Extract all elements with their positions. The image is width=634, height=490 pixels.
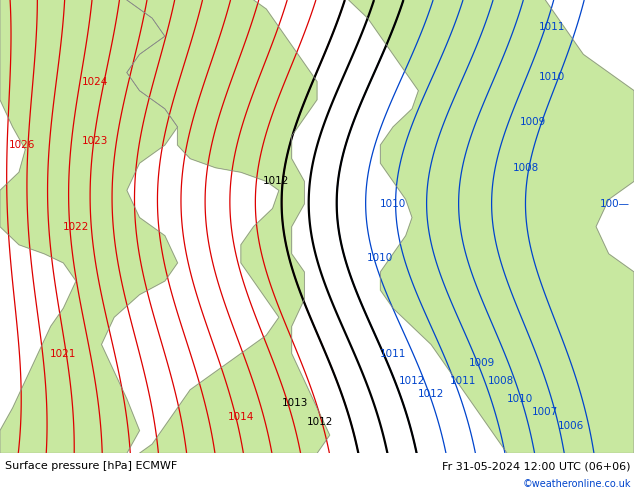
Text: 1026: 1026: [9, 140, 36, 150]
Text: 100—: 100—: [600, 199, 630, 209]
Text: 1010: 1010: [538, 72, 565, 82]
Text: 1010: 1010: [367, 253, 394, 263]
Text: 1010: 1010: [507, 394, 533, 404]
Text: 1022: 1022: [63, 221, 89, 232]
Text: 1009: 1009: [469, 358, 495, 368]
Text: 1024: 1024: [82, 76, 108, 87]
Text: 1006: 1006: [557, 421, 584, 431]
Polygon shape: [127, 0, 330, 453]
Polygon shape: [399, 0, 444, 18]
Text: 1008: 1008: [513, 163, 540, 172]
Text: ©weatheronline.co.uk: ©weatheronline.co.uk: [522, 480, 631, 490]
Text: Fr 31-05-2024 12:00 UTC (06+06): Fr 31-05-2024 12:00 UTC (06+06): [443, 461, 631, 471]
Polygon shape: [349, 0, 634, 453]
Text: 1012: 1012: [262, 176, 289, 186]
Text: 1011: 1011: [450, 376, 476, 386]
Text: 1012: 1012: [307, 416, 333, 426]
Text: 1012: 1012: [399, 376, 425, 386]
Text: 1007: 1007: [532, 408, 559, 417]
Polygon shape: [0, 0, 178, 453]
Polygon shape: [450, 0, 495, 18]
Text: 1010: 1010: [380, 199, 406, 209]
Text: Surface pressure [hPa] ECMWF: Surface pressure [hPa] ECMWF: [5, 461, 178, 471]
Text: 1023: 1023: [82, 136, 108, 146]
Text: 1008: 1008: [488, 376, 514, 386]
Text: 1012: 1012: [418, 390, 444, 399]
Text: 1009: 1009: [519, 118, 546, 127]
Text: 1013: 1013: [281, 398, 308, 408]
Text: 1011: 1011: [380, 348, 406, 359]
Polygon shape: [0, 0, 25, 27]
Text: 1011: 1011: [538, 22, 565, 32]
Text: 1021: 1021: [50, 348, 77, 359]
Text: 1014: 1014: [228, 412, 254, 422]
